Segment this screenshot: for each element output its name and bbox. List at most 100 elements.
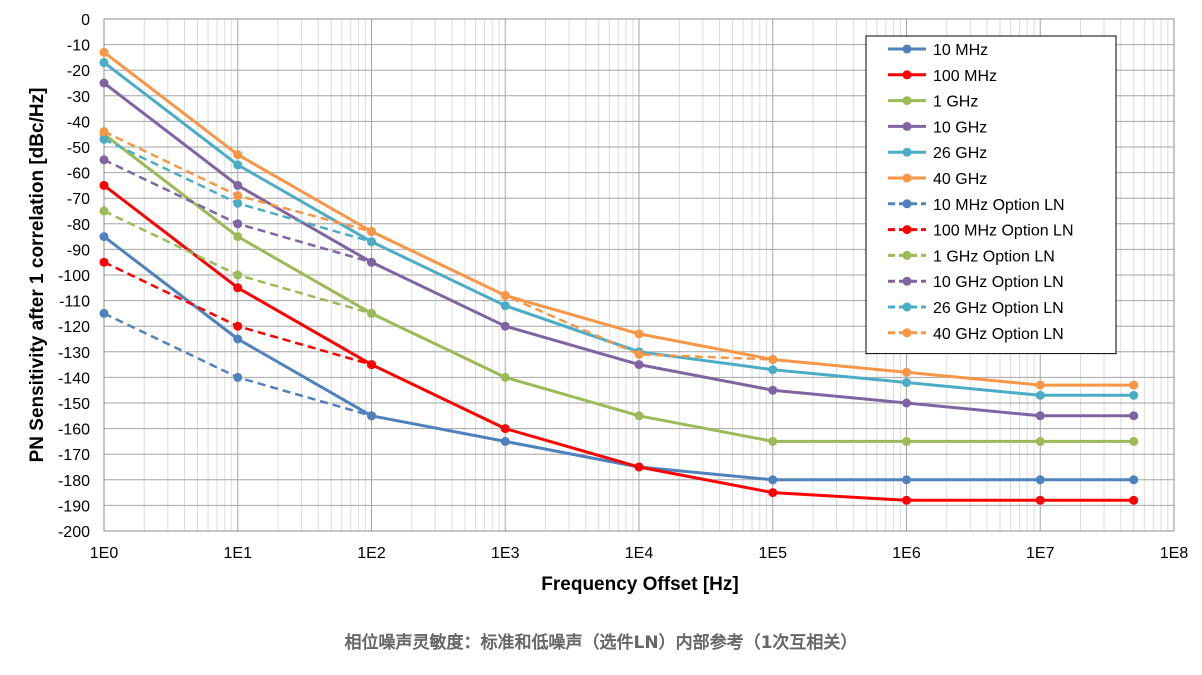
data-point xyxy=(99,257,109,267)
legend-label: 40 GHz xyxy=(933,171,987,188)
legend-marker xyxy=(902,225,912,235)
data-point xyxy=(1035,380,1045,390)
legend-entry: 10 MHz xyxy=(888,42,988,59)
data-point xyxy=(634,462,644,472)
series-26-ghz-option-ln xyxy=(99,134,376,247)
data-point xyxy=(233,191,243,201)
legend-marker xyxy=(902,96,912,106)
legend-entry: 26 GHz xyxy=(888,145,987,162)
legend-entry: 1 GHz Option LN xyxy=(888,248,1055,265)
legend-label: 26 GHz xyxy=(933,145,987,162)
data-point xyxy=(768,385,778,395)
data-point xyxy=(500,424,510,434)
y-tick-label: -150 xyxy=(58,396,90,413)
data-point xyxy=(1129,411,1139,421)
data-point xyxy=(902,378,911,388)
x-axis-title: Frequency Offset [Hz] xyxy=(541,574,738,595)
y-tick-label: -110 xyxy=(59,294,90,311)
x-tick-label: 1E0 xyxy=(90,545,119,562)
data-point xyxy=(233,160,243,170)
data-point xyxy=(99,155,109,165)
data-point xyxy=(367,308,376,318)
data-point xyxy=(768,436,778,446)
data-point xyxy=(99,47,109,57)
y-tick-label: -120 xyxy=(58,319,90,336)
data-point xyxy=(233,372,243,382)
data-point xyxy=(367,226,376,236)
y-tick-label: -90 xyxy=(67,242,90,259)
data-point xyxy=(99,78,109,88)
legend-entry: 100 MHz Option LN xyxy=(888,223,1074,240)
data-point xyxy=(367,237,376,247)
data-point xyxy=(1129,436,1139,446)
data-point xyxy=(233,198,243,208)
data-point xyxy=(768,475,778,485)
legend-label: 10 GHz Option LN xyxy=(933,274,1064,291)
legend-marker xyxy=(902,44,912,54)
data-point xyxy=(634,329,644,339)
figure-caption: 相位噪声灵敏度：标准和低噪声（选件LN）内部参考（1次互相关） xyxy=(344,633,858,653)
y-tick-label: -170 xyxy=(58,447,90,464)
x-tick-label: 1E1 xyxy=(224,545,253,562)
legend-entry: 10 MHz Option LN xyxy=(888,197,1065,214)
data-point xyxy=(634,360,644,370)
legend-marker xyxy=(902,173,912,183)
legend-label: 10 MHz Option LN xyxy=(933,197,1065,214)
series xyxy=(99,47,1139,505)
y-tick-label: -70 xyxy=(67,191,90,208)
data-point xyxy=(768,488,778,498)
x-tick-label: 1E4 xyxy=(625,545,654,562)
data-point xyxy=(99,180,109,190)
y-tick-label: -20 xyxy=(67,63,90,80)
legend-entry: 40 GHz xyxy=(888,171,987,188)
data-point xyxy=(233,219,243,229)
legend-marker xyxy=(902,328,912,338)
x-tick-label: 1E7 xyxy=(1026,545,1055,562)
legend-box xyxy=(865,35,1117,355)
legend-label: 100 MHz xyxy=(933,68,997,85)
data-point xyxy=(500,372,510,382)
legend-label: 10 MHz xyxy=(933,42,988,59)
legend-marker xyxy=(902,250,912,260)
series-100-mhz-option-ln xyxy=(99,257,376,370)
legend-entry: 10 GHz Option LN xyxy=(888,274,1064,291)
data-point xyxy=(233,321,243,331)
grid xyxy=(103,18,1175,532)
data-point xyxy=(634,349,644,359)
y-tick-label: 0 xyxy=(81,12,90,29)
x-tick-label: 1E2 xyxy=(357,545,386,562)
x-tick-label: 1E8 xyxy=(1160,545,1189,562)
legend-entry: 100 MHz xyxy=(888,68,997,85)
y-tick-label: -40 xyxy=(67,114,90,131)
y-tick-label: -200 xyxy=(58,524,90,541)
legend: 10 MHz 100 MHz 1 GHz 10 GHz 26 GHz 40 GHz 10 M… xyxy=(865,35,1117,355)
y-tick-label: -140 xyxy=(58,370,90,387)
series-10-ghz-option-ln xyxy=(99,155,376,267)
data-point xyxy=(233,150,243,160)
data-point xyxy=(367,360,376,370)
plot-frame xyxy=(103,18,1175,532)
data-point xyxy=(1035,390,1045,400)
series-line xyxy=(103,130,773,361)
phase-noise-chart: 1E0 1E1 1E2 1E3 1E4 1E5 1E6 1E7 1E8 0 -10 -20 -30 -40… xyxy=(27,12,1188,595)
data-point xyxy=(1129,380,1139,390)
legend-label: 1 GHz Option LN xyxy=(933,248,1055,265)
axes: 1E0 1E1 1E2 1E3 1E4 1E5 1E6 1E7 1E8 0 -10 -20 -30 -40… xyxy=(58,12,1188,562)
y-tick-label: -160 xyxy=(58,422,90,439)
data-point xyxy=(233,283,243,293)
legend-label: 100 MHz Option LN xyxy=(933,223,1074,240)
data-point xyxy=(768,354,778,364)
x-tick-label: 1E6 xyxy=(892,545,921,562)
data-point xyxy=(99,308,109,318)
data-point xyxy=(902,398,911,408)
legend-entry: 10 GHz xyxy=(888,119,987,136)
data-point xyxy=(367,257,376,267)
series-100-mhz xyxy=(99,180,1139,505)
data-point xyxy=(367,411,376,421)
y-tick-label: -50 xyxy=(67,140,90,157)
legend-marker xyxy=(902,147,912,157)
data-point xyxy=(1129,495,1139,505)
y-tick-label: -30 xyxy=(67,89,90,106)
legend-label: 26 GHz Option LN xyxy=(933,300,1064,317)
data-point xyxy=(1035,475,1045,485)
